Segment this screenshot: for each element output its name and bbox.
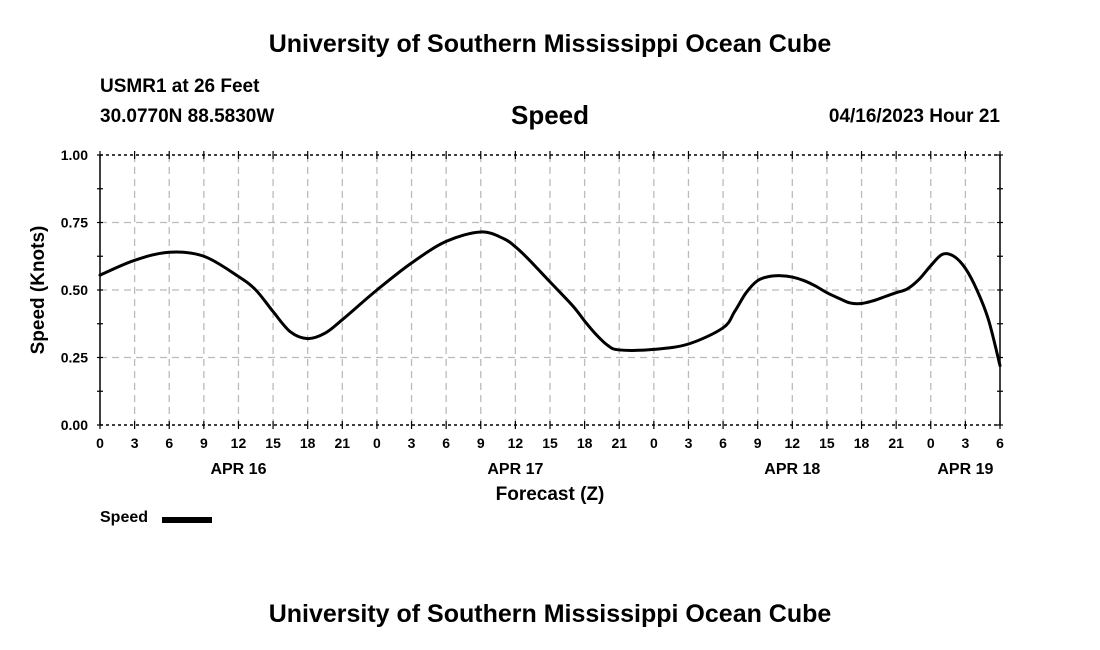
x-tick-label: 21 [611,435,627,451]
legend-label: Speed [100,509,149,526]
footer-title: University of Southern Mississippi Ocean… [268,600,832,628]
x-tick-label: 9 [754,435,762,451]
x-tick-label: 0 [927,435,935,451]
legend-swatch [162,517,212,523]
x-tick-label: 3 [961,435,969,451]
x-tick-label: 6 [165,435,173,451]
y-tick-label: 1.00 [61,147,88,163]
y-tick-label: 0.25 [61,350,88,366]
datetime-label: 04/16/2023 Hour 21 [828,106,1000,127]
x-tick-label: 21 [888,435,904,451]
x-tick-label: 12 [231,435,247,451]
station-label: USMR1 at 26 Feet [100,76,260,97]
y-tick-label: 0.50 [61,282,88,298]
x-tick-label: 6 [719,435,727,451]
x-tick-label: 0 [650,435,658,451]
x-tick-label: 18 [300,435,316,451]
x-tick-label: 3 [685,435,693,451]
x-axis-title: Forecast (Z) [496,484,605,505]
x-tick-label: 3 [131,435,139,451]
date-label: APR 18 [764,461,820,478]
x-tick-label: 6 [442,435,450,451]
x-tick-label: 21 [335,435,351,451]
x-tick-label: 18 [577,435,593,451]
x-tick-label: 0 [373,435,381,451]
date-label: APR 19 [937,461,993,478]
x-tick-label: 6 [996,435,1004,451]
y-tick-label: 0.75 [61,215,88,231]
date-label: APR 17 [487,461,543,478]
page-title: University of Southern Mississippi Ocean… [268,30,832,58]
coordinates-label: 30.0770N 88.5830W [100,106,275,127]
x-tick-label: 0 [96,435,104,451]
x-tick-label: 9 [200,435,208,451]
y-tick-label: 0.00 [61,417,88,433]
x-tick-label: 18 [854,435,870,451]
x-tick-label: 3 [408,435,416,451]
x-tick-label: 12 [508,435,524,451]
x-tick-label: 9 [477,435,485,451]
date-label: APR 16 [210,461,266,478]
series-line-speed [98,230,1002,368]
chart-title: Speed [510,100,590,130]
x-tick-label: 15 [265,435,281,451]
x-tick-label: 15 [542,435,558,451]
x-tick-label: 12 [785,435,801,451]
y-axis-title: Speed (Knots) [28,226,49,355]
x-tick-label: 15 [819,435,835,451]
